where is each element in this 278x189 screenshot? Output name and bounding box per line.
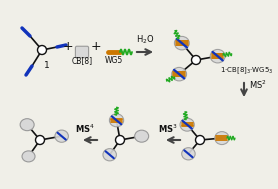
Ellipse shape	[215, 132, 229, 145]
Ellipse shape	[110, 114, 124, 127]
Text: +: +	[63, 40, 73, 53]
Text: WG5: WG5	[105, 56, 123, 65]
Ellipse shape	[20, 119, 34, 131]
Circle shape	[36, 136, 44, 145]
Circle shape	[192, 56, 200, 64]
Circle shape	[195, 136, 205, 145]
Ellipse shape	[210, 50, 225, 63]
Circle shape	[115, 136, 125, 145]
Text: 1: 1	[44, 61, 50, 70]
Ellipse shape	[103, 149, 116, 161]
Text: MS$^3$: MS$^3$	[158, 123, 178, 135]
Ellipse shape	[135, 130, 149, 142]
Text: +: +	[91, 40, 101, 53]
Text: H$_2$O: H$_2$O	[136, 33, 154, 46]
Ellipse shape	[182, 148, 195, 160]
Ellipse shape	[172, 67, 187, 81]
Ellipse shape	[22, 151, 35, 162]
Ellipse shape	[55, 130, 68, 142]
Ellipse shape	[174, 36, 189, 50]
Text: MS$^2$: MS$^2$	[249, 79, 267, 91]
Ellipse shape	[180, 118, 194, 131]
Text: 1·CB[8]$_3$·WG5$_3$: 1·CB[8]$_3$·WG5$_3$	[220, 65, 274, 76]
Circle shape	[38, 46, 46, 54]
Text: MS$^4$: MS$^4$	[75, 123, 95, 135]
Text: CB[8]: CB[8]	[71, 56, 93, 65]
FancyBboxPatch shape	[75, 46, 89, 58]
